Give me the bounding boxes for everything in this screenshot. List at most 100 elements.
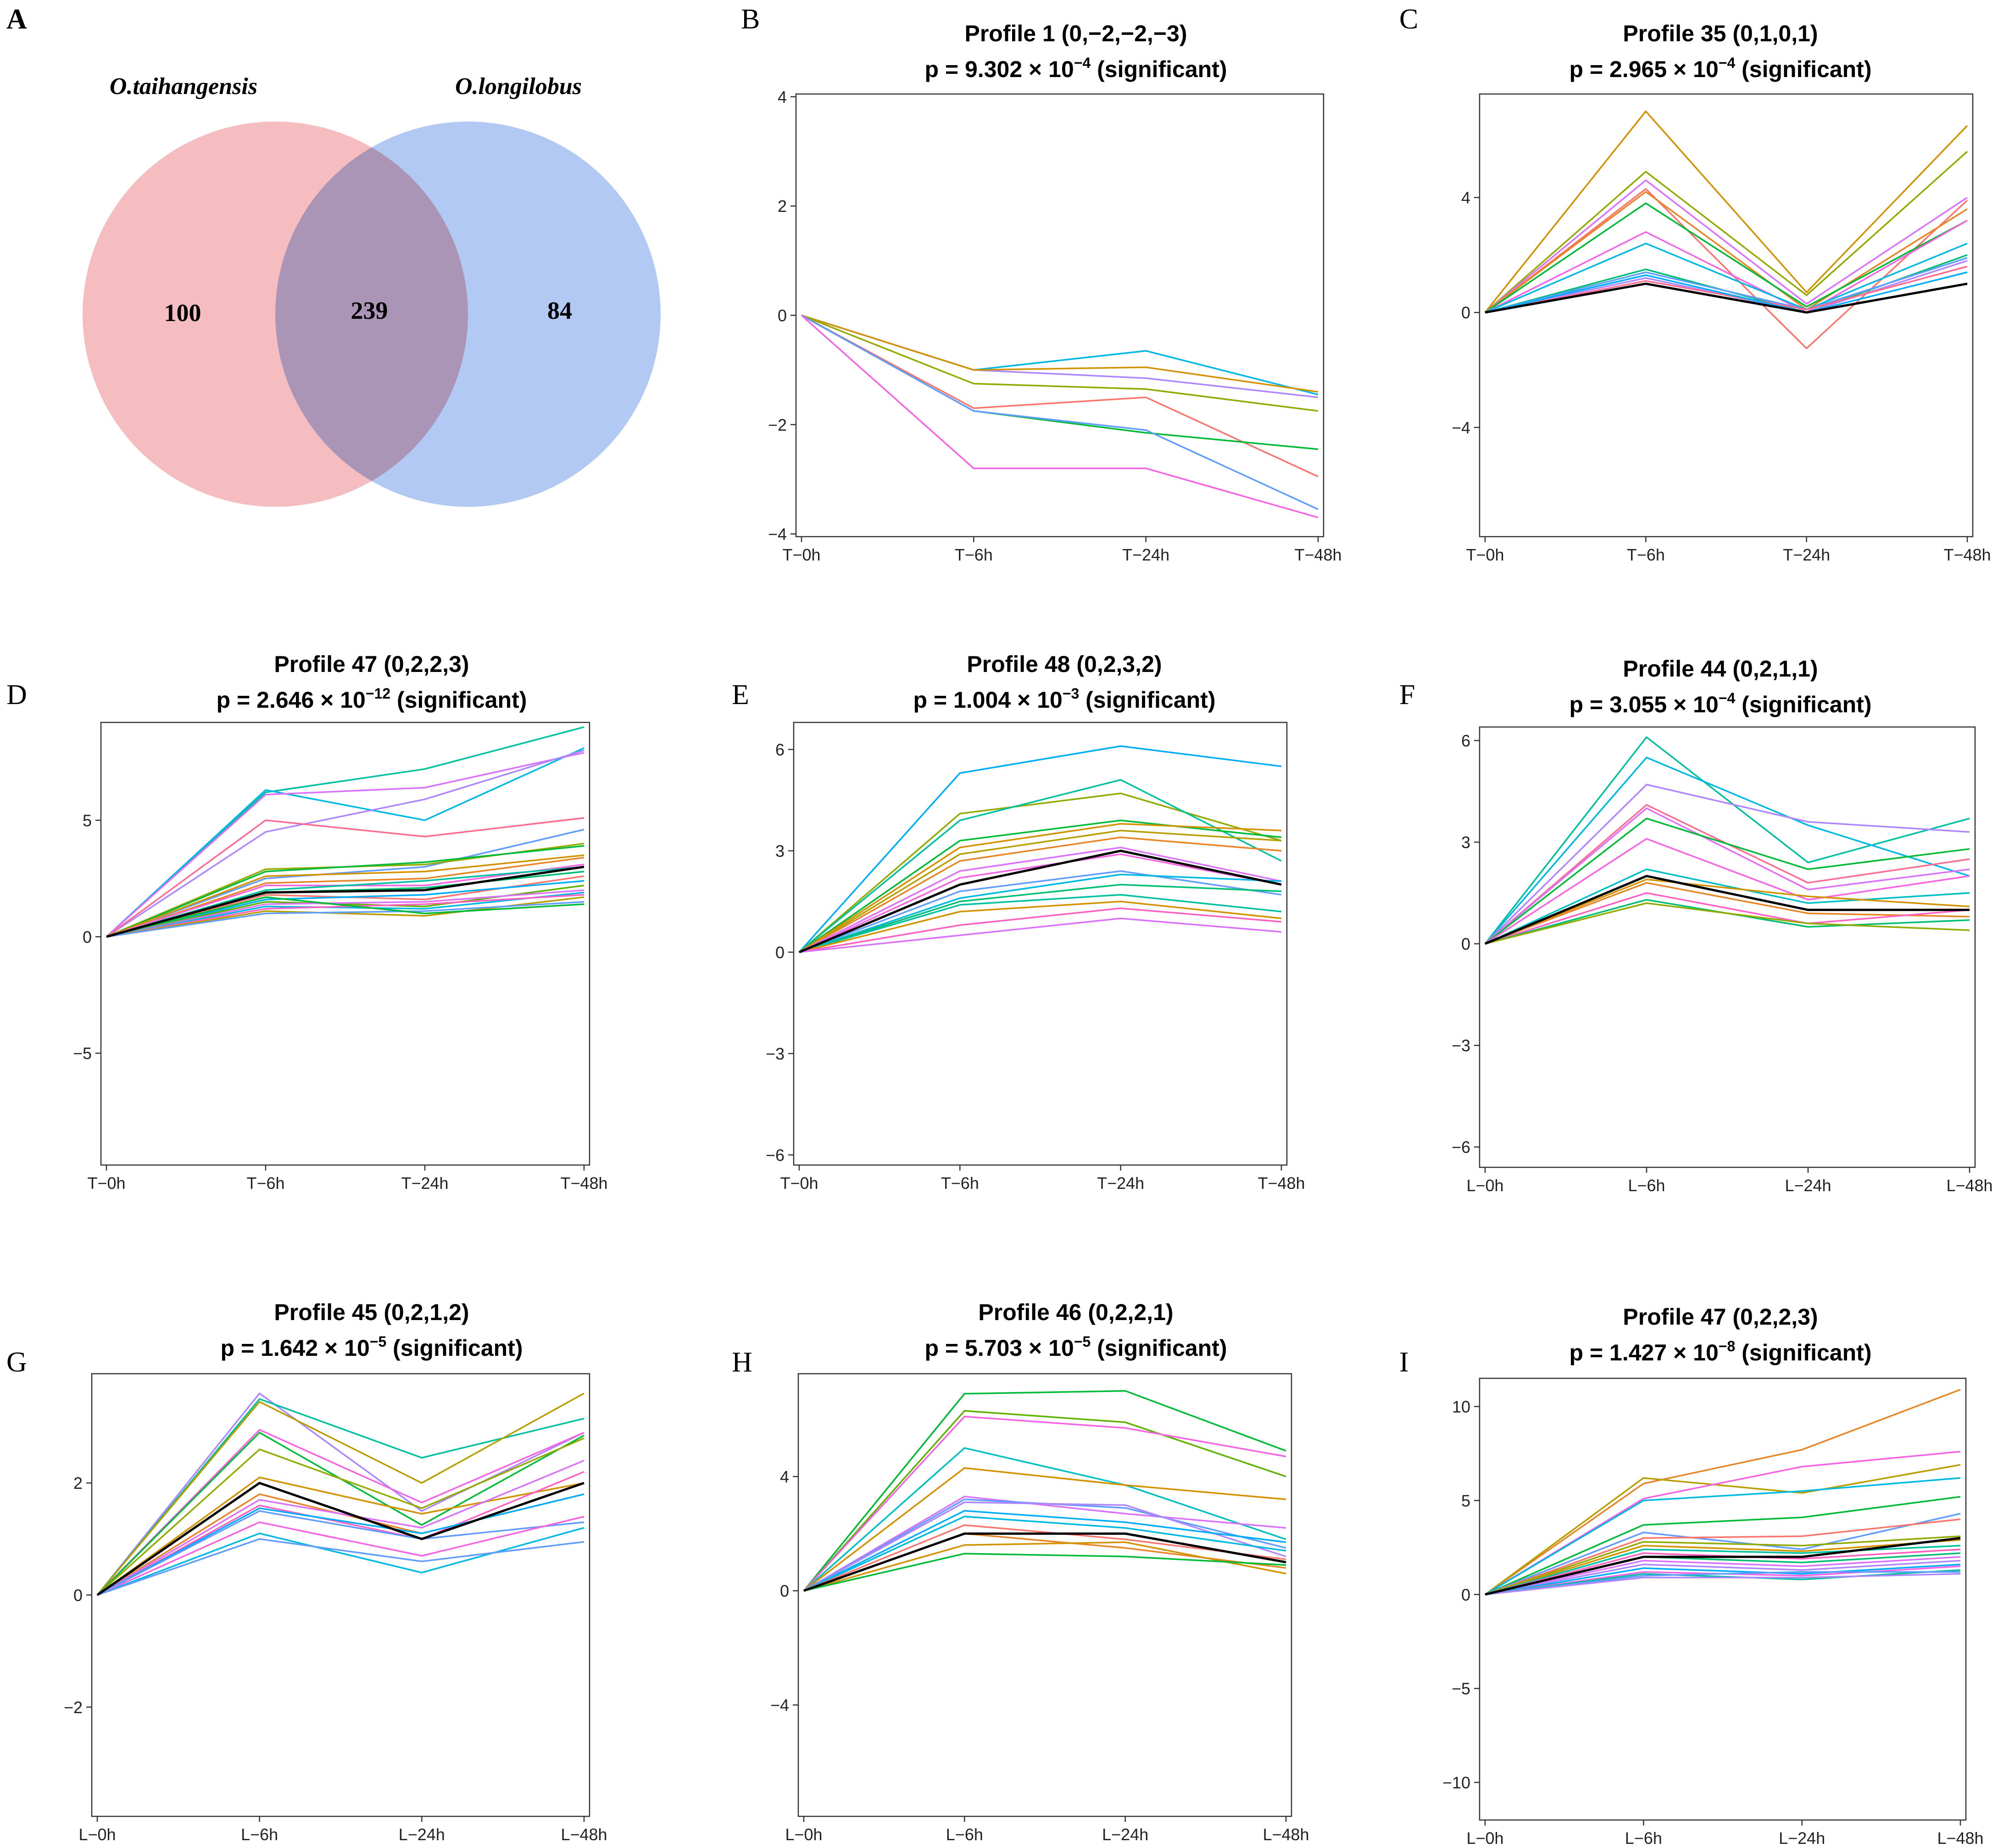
- gene-series-line: [106, 747, 584, 938]
- chart-title: Profile 45 (0,2,1,2): [274, 1299, 469, 1325]
- model-profile-line: [1485, 283, 1968, 314]
- y-tick-label: −5: [1452, 1679, 1470, 1698]
- chart-title: Profile 47 (0,2,2,3): [274, 651, 469, 677]
- y-tick-label: 4: [780, 1467, 789, 1486]
- pvalue-mantissa: p = 1.642 ×: [221, 1335, 345, 1361]
- gene-series-line: [106, 901, 584, 938]
- x-tick-label: T−0h: [1466, 545, 1504, 564]
- gene-series-line: [803, 1447, 1286, 1592]
- gene-series-line: [96, 1393, 584, 1596]
- x-tick-label: L−48h: [1946, 1176, 1992, 1195]
- gene-series-line: [1485, 868, 1970, 945]
- gene-series-line: [803, 1390, 1286, 1592]
- plot-frame: [1479, 726, 1976, 1168]
- model-profile-line: [803, 1532, 1286, 1592]
- gene-series-line: [1485, 1559, 1961, 1596]
- x-tick-label: L−0h: [1466, 1176, 1503, 1195]
- gene-series-line: [799, 917, 1282, 953]
- gene-series-line: [1485, 882, 1970, 945]
- gene-series-line: [1485, 838, 1970, 945]
- model-profile-line: [1485, 875, 1970, 945]
- y-tick-label: −3: [1452, 1036, 1470, 1055]
- gene-series-line: [1485, 257, 1968, 313]
- plot-frame: [100, 721, 590, 1166]
- gene-series-line: [799, 846, 1282, 953]
- gene-series-line: [1485, 1496, 1961, 1595]
- gene-series-line: [106, 892, 584, 938]
- x-tick-label: T−6h: [246, 1174, 284, 1193]
- gene-series-line: [106, 749, 584, 938]
- y-tick-label: 0: [1461, 1585, 1470, 1604]
- pvalue-mantissa: p = 3.055 ×: [1569, 692, 1693, 717]
- chart-pvalue: p = 1.427 × 10−8 (significant): [1569, 1338, 1872, 1365]
- y-tick-label: 4: [778, 88, 787, 106]
- gene-series-line: [1485, 1513, 1961, 1595]
- x-tick-label: L−6h: [241, 1825, 278, 1844]
- gene-series-line: [1485, 1477, 1961, 1595]
- x-tick-label: L−6h: [1625, 1829, 1662, 1848]
- x-tick-label: L−48h: [561, 1825, 607, 1844]
- gene-series-line: [97, 1538, 584, 1596]
- gene-series-line: [106, 854, 584, 938]
- chart-title: Profile 44 (0,2,1,1): [1623, 656, 1818, 682]
- gene-series-line: [1485, 266, 1968, 313]
- gene-series-line: [799, 819, 1282, 953]
- panel-letter: E: [732, 679, 749, 710]
- gene-series-line: [799, 900, 1282, 953]
- gene-series-line: [96, 1437, 584, 1596]
- gene-series-line: [798, 779, 1282, 953]
- gene-series-line: [97, 1527, 584, 1596]
- gene-series-line: [96, 1429, 584, 1596]
- chart-B: B Profile 1 (0,−2,−2,−3) p = 9.302 × 10−4 …: [741, 4, 1342, 564]
- gene-series-line: [1485, 271, 1968, 313]
- y-tick-label: 4: [1461, 189, 1470, 207]
- pvalue-significance: (significant): [390, 687, 527, 713]
- y-tick-label: −4: [1452, 418, 1470, 437]
- chart-pvalue: p = 9.302 × 10−4 (significant): [925, 55, 1227, 82]
- gene-series-line: [1484, 1388, 1961, 1595]
- chart-title: Profile 46 (0,2,2,1): [978, 1299, 1173, 1325]
- gene-series-line: [1485, 878, 1970, 945]
- gene-series-line: [799, 893, 1282, 953]
- profile-charts: B Profile 1 (0,−2,−2,−3) p = 9.302 × 10−4 …: [6, 4, 1993, 1848]
- pvalue-base: 10: [1693, 692, 1719, 717]
- gene-series-line: [799, 873, 1282, 953]
- plot-frame: [91, 1373, 590, 1817]
- y-tick-label: 3: [775, 842, 785, 860]
- x-tick-label: T−24h: [1122, 545, 1169, 564]
- pvalue-exponent: −5: [370, 1333, 386, 1350]
- chart-pvalue: p = 5.703 × 10−5 (significant): [925, 1333, 1227, 1361]
- chart-title: Profile 48 (0,2,3,2): [967, 651, 1162, 677]
- pvalue-exponent: −5: [1074, 1333, 1091, 1350]
- gene-series-line: [1485, 1451, 1961, 1595]
- chart-pvalue: p = 2.646 × 10−12 (significant): [217, 685, 527, 713]
- gene-series-line: [1485, 1569, 1961, 1596]
- panel-letter: I: [1399, 1347, 1409, 1378]
- y-tick-label: −4: [768, 525, 787, 544]
- gene-series-line: [801, 315, 1319, 518]
- x-tick-label: L−6h: [1628, 1176, 1665, 1195]
- y-tick-label: 0: [1461, 935, 1470, 954]
- gene-series-line: [1485, 220, 1968, 313]
- gene-series-line: [803, 1495, 1286, 1592]
- y-tick-label: 0: [83, 927, 92, 946]
- pvalue-significance: (significant): [1735, 56, 1871, 82]
- gene-series-line: [801, 314, 1319, 510]
- gene-series-line: [1485, 1571, 1960, 1596]
- pvalue-significance: (significant): [386, 1335, 523, 1361]
- venn-circle-right: [275, 122, 661, 507]
- pvalue-significance: (significant): [1735, 1340, 1871, 1365]
- model-profile-line: [1485, 1537, 1961, 1596]
- gene-series-line: [1485, 1518, 1961, 1595]
- y-tick-label: −2: [64, 1698, 83, 1717]
- panel-letter: C: [1399, 4, 1418, 35]
- chart-G: G Profile 45 (0,2,1,2) p = 1.642 × 10−5 (s…: [6, 1299, 607, 1844]
- gene-series-line: [106, 896, 584, 938]
- y-tick-label: −5: [73, 1044, 92, 1063]
- y-tick-label: 0: [1461, 303, 1470, 322]
- chart-pvalue: p = 1.642 × 10−5 (significant): [221, 1333, 523, 1361]
- gene-series-line: [803, 1541, 1286, 1592]
- y-tick-label: 6: [775, 740, 785, 759]
- chart-F: F Profile 44 (0,2,1,1) p = 3.055 × 10−4 (s…: [1399, 656, 1993, 1195]
- pvalue-exponent: −4: [1719, 690, 1736, 706]
